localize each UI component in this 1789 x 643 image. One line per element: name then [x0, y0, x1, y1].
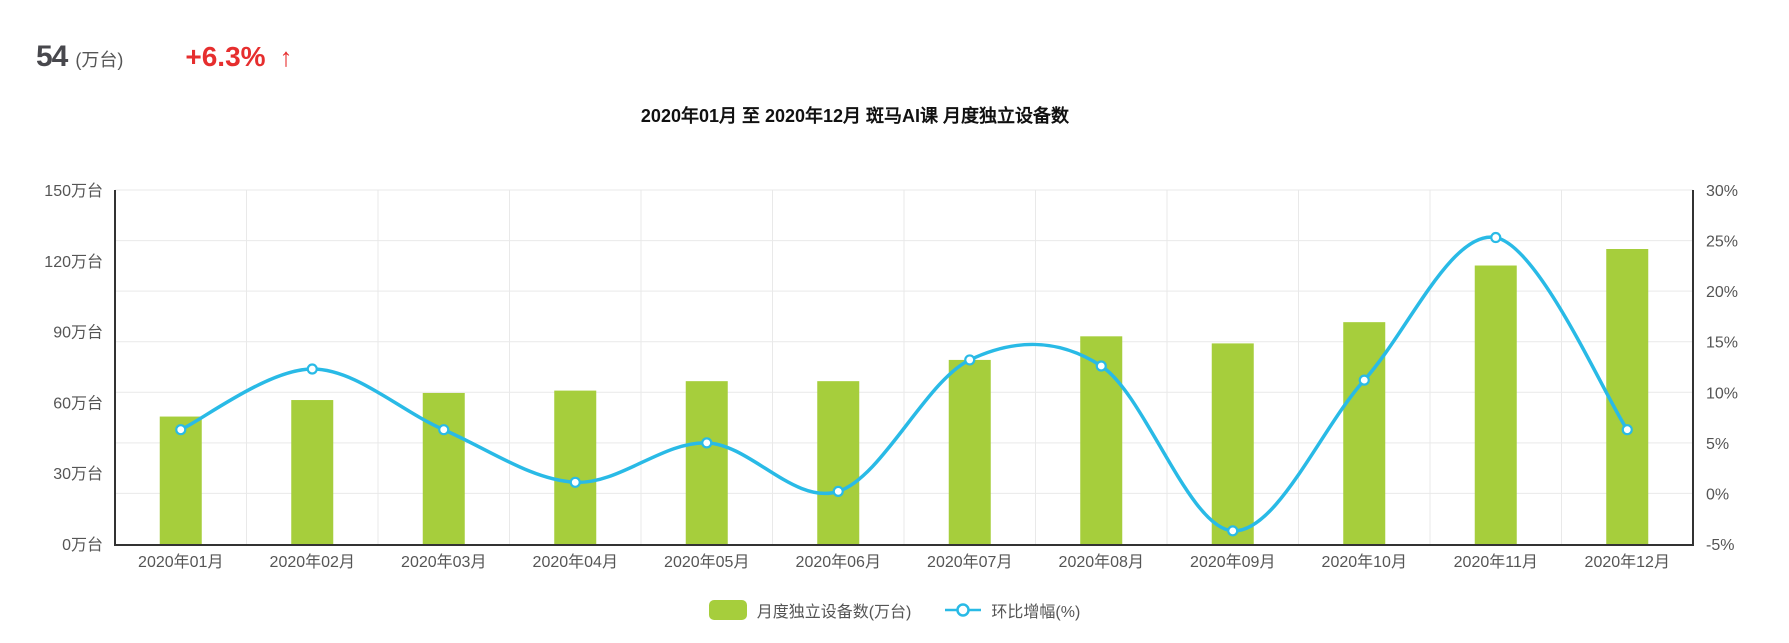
bar-2020年10月[interactable] [1343, 322, 1386, 544]
bar-series-swatch [708, 600, 747, 620]
y-axis-left-tick-label: 90万台 [53, 324, 103, 342]
bar-2020年07月[interactable] [948, 359, 991, 544]
x-axis-label: 2020年07月 [927, 553, 1012, 571]
y-axis-left-tick-label: 0万台 [62, 536, 103, 554]
trend-up-icon: ↑ [279, 42, 293, 72]
data-point-2020年12月[interactable] [1621, 424, 1633, 436]
y-axis-right-tick-label: -5% [1706, 537, 1734, 554]
gridlines [115, 189, 1693, 544]
legend-label: 环比增幅(%) [991, 604, 1081, 621]
summary-change-percent: +6.3% [185, 41, 266, 72]
summary-value: 54 [36, 40, 68, 73]
summary-header: 54 (万台) +6.3% ↑ [36, 40, 293, 74]
chart-title: 2020年01月 至 2020年12月 斑马AI课 月度独立设备数 [640, 106, 1070, 126]
line-series-swatch-icon [945, 603, 982, 617]
axes [114, 190, 1694, 546]
bar-2020年02月[interactable] [291, 400, 334, 544]
chart-legend: 月度独立设备数(万台) 环比增幅(%) [0, 598, 1789, 622]
y-axis-left-tick-label: 30万台 [53, 465, 103, 483]
y-axis-right-tick-label: 15% [1706, 335, 1738, 352]
legend-item-growth-rate[interactable]: 环比增幅(%) [945, 598, 1080, 622]
y-axis-right-tick-label: 0% [1706, 486, 1729, 503]
data-point-2020年10月[interactable] [1358, 374, 1370, 386]
legend-item-monthly-devices[interactable]: 月度独立设备数(万台) [708, 598, 912, 622]
data-point-2020年07月[interactable] [964, 354, 976, 366]
y-axis-left-tick-label: 60万台 [53, 394, 103, 412]
x-axis-label: 2020年12月 [1585, 553, 1670, 571]
bar-2020年03月[interactable] [422, 392, 465, 544]
y-axis-left-tick-label: 150万台 [44, 182, 103, 200]
bar-2020年11月[interactable] [1474, 265, 1517, 544]
x-axis-label: 2020年03月 [401, 553, 486, 571]
x-axis-label: 2020年02月 [270, 553, 355, 571]
y-axis-right-tick-label: 5% [1706, 436, 1729, 453]
data-point-2020年05月[interactable] [701, 437, 713, 449]
x-axis-label: 2020年10月 [1322, 553, 1407, 571]
summary-unit: (万台) [75, 50, 124, 70]
legend-label: 月度独立设备数(万台) [756, 604, 912, 621]
data-point-2020年02月[interactable] [306, 363, 318, 375]
data-point-2020年01月[interactable] [175, 424, 187, 436]
data-point-2020年09月[interactable] [1227, 525, 1239, 537]
line-series-markers [175, 231, 1633, 537]
x-axis-label: 2020年01月 [138, 553, 223, 571]
bar-2020年01月[interactable] [159, 416, 202, 544]
y-axis-right-tick-label: 20% [1706, 284, 1738, 301]
y-axis-left-tick-label: 120万台 [44, 253, 103, 271]
x-axis-label: 2020年11月 [1454, 553, 1538, 571]
y-axis-right-tick-label: 25% [1706, 234, 1738, 251]
y-axis-right-tick-label: 30% [1706, 183, 1738, 200]
bar-2020年09月[interactable] [1211, 343, 1254, 544]
x-axis-label: 2020年05月 [664, 553, 749, 571]
bar-2020年12月[interactable] [1606, 249, 1649, 544]
x-axis-label: 2020年04月 [533, 553, 618, 571]
bar-2020年05月[interactable] [685, 381, 728, 544]
data-point-2020年03月[interactable] [438, 424, 450, 436]
data-point-2020年11月[interactable] [1490, 231, 1502, 244]
data-point-2020年06月[interactable] [832, 485, 844, 498]
x-axis-label: 2020年09月 [1190, 553, 1275, 571]
bar-2020年04月[interactable] [554, 390, 597, 544]
y-axis-right-tick-label: 10% [1706, 385, 1738, 402]
data-point-2020年08月[interactable] [1095, 360, 1107, 372]
data-point-2020年04月[interactable] [569, 476, 581, 488]
bar-2020年06月[interactable] [817, 381, 860, 544]
x-axis-label: 2020年06月 [796, 553, 881, 571]
x-axis-label: 2020年08月 [1059, 553, 1144, 571]
bar-series [159, 249, 1649, 544]
